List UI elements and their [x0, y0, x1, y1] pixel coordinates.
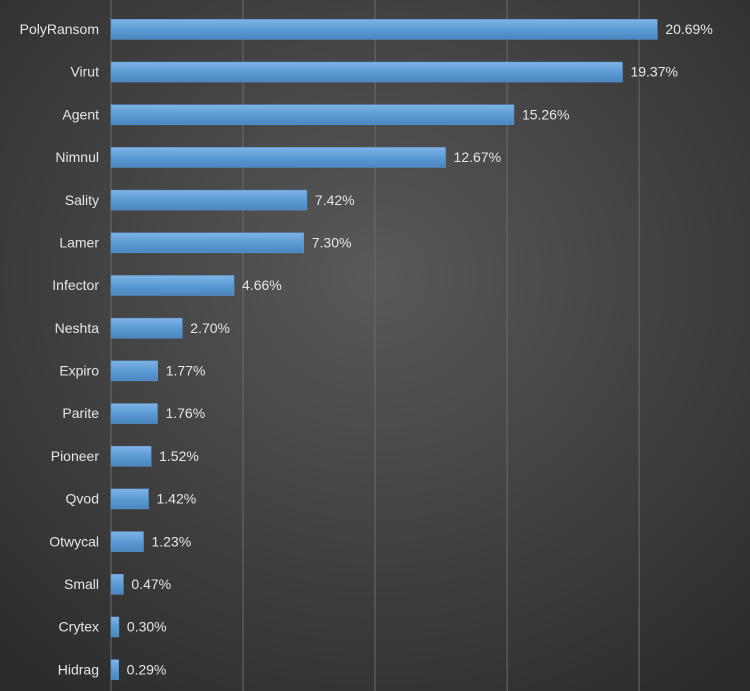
bar — [110, 104, 515, 125]
category-label: PolyRansom — [20, 21, 99, 37]
bar — [110, 147, 446, 168]
value-label: 1.76% — [165, 405, 205, 421]
category-label: Pioneer — [51, 448, 100, 464]
bar — [110, 488, 149, 510]
value-label: 7.30% — [312, 234, 352, 250]
category-label: Neshta — [55, 320, 100, 336]
value-label: 2.70% — [190, 320, 230, 336]
bar — [110, 616, 120, 638]
category-label: Parite — [62, 405, 99, 421]
bar — [110, 19, 658, 40]
bar — [110, 403, 158, 424]
category-label: Lamer — [59, 234, 99, 250]
category-label: Agent — [62, 106, 99, 122]
category-label: Virut — [70, 64, 99, 80]
bar — [110, 317, 183, 339]
bar — [110, 360, 158, 382]
value-label: 0.29% — [127, 661, 167, 677]
value-label: 12.67% — [454, 149, 501, 165]
category-label: Expiro — [59, 363, 99, 379]
category-label: Otwycal — [49, 533, 99, 549]
value-label: 1.77% — [166, 363, 206, 379]
bar — [110, 574, 124, 595]
value-label: 4.66% — [242, 277, 282, 293]
value-label: 20.69% — [665, 21, 712, 37]
value-label: 1.23% — [151, 533, 191, 549]
value-label: 15.26% — [522, 106, 569, 122]
bar — [110, 531, 144, 552]
bar — [110, 189, 308, 211]
category-label: Qvod — [66, 491, 99, 507]
bar — [110, 275, 235, 296]
bar — [110, 232, 305, 254]
value-label: 1.52% — [159, 448, 199, 464]
category-label: Small — [64, 576, 99, 592]
category-label: Infector — [52, 277, 99, 293]
category-label: Sality — [65, 192, 99, 208]
bar — [110, 445, 152, 467]
category-label: Hidrag — [58, 661, 99, 677]
value-label: 7.42% — [315, 192, 355, 208]
value-label: 0.30% — [127, 619, 167, 635]
category-label: Crytex — [59, 619, 99, 635]
value-label: 1.42% — [156, 491, 196, 507]
bar — [110, 659, 119, 680]
bar — [110, 61, 623, 83]
category-label: Nimnul — [55, 149, 99, 165]
value-label: 0.47% — [131, 576, 171, 592]
value-label: 19.37% — [630, 64, 677, 80]
